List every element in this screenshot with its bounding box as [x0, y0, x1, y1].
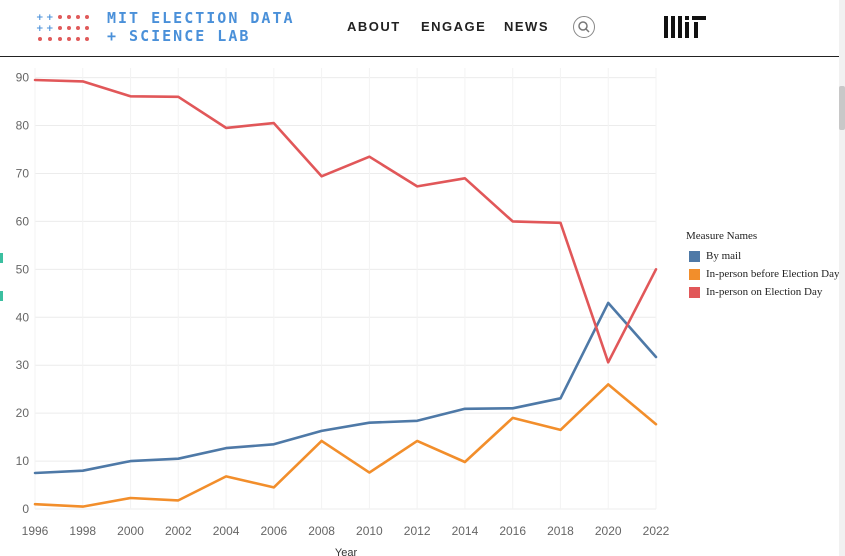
x-tick-label: 2022 — [643, 524, 670, 538]
legend-label: In-person on Election Day — [706, 286, 823, 298]
chart-series — [33, 78, 658, 508]
x-tick-label: 2000 — [117, 524, 144, 538]
svg-text:+: + — [46, 24, 54, 34]
legend-item-in-person-before[interactable]: In-person before Election Day — [686, 265, 839, 283]
x-tick-label: 2004 — [213, 524, 240, 538]
mel-logo-icon[interactable]: + + + + — [36, 12, 92, 42]
search-button[interactable] — [573, 16, 595, 38]
x-axis-label: Year — [335, 547, 358, 556]
x-tick-label: 2010 — [356, 524, 383, 538]
series-line-by-mail — [33, 301, 658, 475]
x-tick-label: 1996 — [22, 524, 49, 538]
line-chart: 0 10 20 30 40 50 60 70 80 90 1996 1998 2000 2002 2004… — [16, 68, 670, 556]
logo-line-1: MIT ELECTION DATA — [107, 9, 295, 27]
legend-swatch — [689, 286, 700, 298]
x-tick-label: 2008 — [308, 524, 335, 538]
series-line-in-person-before-election-day — [33, 383, 658, 508]
legend-item-in-person-on[interactable]: In-person on Election Day — [686, 283, 839, 301]
search-icon — [578, 21, 590, 33]
y-tick-label: 50 — [16, 262, 30, 276]
svg-text:+: + — [46, 13, 54, 23]
left-edge-mark — [0, 253, 3, 263]
chart-legend: Measure Names By mail In-person before E… — [686, 230, 839, 301]
left-edge-mark — [0, 291, 3, 301]
legend-item-by-mail[interactable]: By mail — [686, 247, 839, 265]
y-axis-ticks: 0 10 20 30 40 50 60 70 80 90 — [16, 71, 30, 516]
x-tick-label: 1998 — [69, 524, 96, 538]
y-tick-label: 70 — [16, 166, 30, 180]
legend-title: Measure Names — [686, 230, 758, 242]
svg-text:+: + — [36, 13, 44, 23]
legend-swatch — [689, 250, 700, 262]
site-header: + + + + MIT ELECTION DATA + SCIENCE LAB AB… — [0, 0, 839, 57]
legend-swatch — [689, 268, 700, 280]
x-tick-label: 2006 — [260, 524, 287, 538]
y-tick-label: 30 — [16, 358, 30, 372]
svg-text:+: + — [36, 24, 44, 34]
y-tick-label: 40 — [16, 310, 30, 324]
x-tick-label: 2016 — [499, 524, 526, 538]
chart-grid — [34, 68, 657, 510]
x-tick-label: 2002 — [165, 524, 192, 538]
x-tick-label: 2014 — [452, 524, 479, 538]
nav-news[interactable]: NEWS — [504, 19, 549, 34]
x-axis-ticks: 1996 1998 2000 2002 2004 2006 2008 2010 2012 2014… — [22, 524, 670, 538]
y-tick-label: 80 — [16, 119, 30, 133]
y-tick-label: 0 — [22, 502, 29, 516]
legend-label: By mail — [706, 250, 742, 262]
x-tick-label: 2020 — [595, 524, 622, 538]
y-tick-label: 20 — [16, 406, 30, 420]
site-logo-text[interactable]: MIT ELECTION DATA + SCIENCE LAB — [107, 9, 295, 45]
logo-line-2: + SCIENCE LAB — [107, 27, 251, 45]
y-tick-label: 90 — [16, 71, 30, 85]
y-tick-label: 60 — [16, 214, 30, 228]
nav-about[interactable]: ABOUT — [347, 19, 401, 34]
y-tick-label: 10 — [16, 454, 30, 468]
page-scrollbar[interactable] — [839, 0, 845, 556]
x-tick-label: 2012 — [404, 524, 431, 538]
series-line-in-person-on-election-day — [33, 78, 658, 364]
mit-logo-icon[interactable] — [664, 16, 706, 38]
legend-label: In-person before Election Day — [706, 268, 840, 280]
nav-engage[interactable]: ENGAGE — [421, 19, 487, 34]
scrollbar-thumb[interactable] — [839, 86, 845, 130]
x-tick-label: 2018 — [547, 524, 574, 538]
